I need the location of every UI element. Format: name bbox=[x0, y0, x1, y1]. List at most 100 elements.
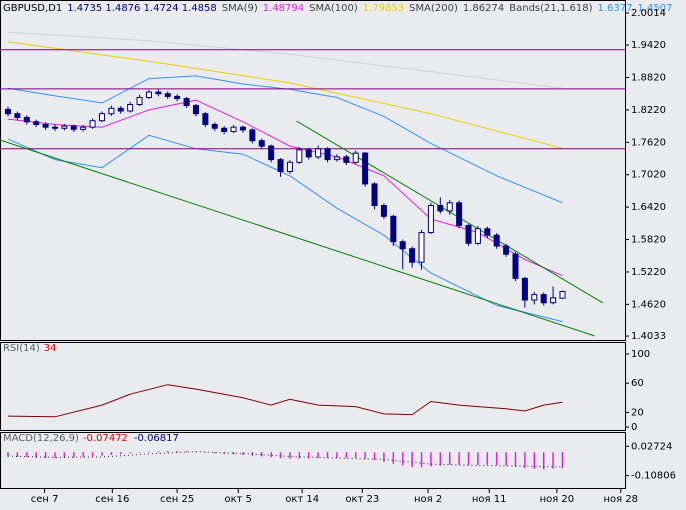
macd-bar bbox=[448, 452, 451, 465]
x-tick-label: ноя 11 bbox=[472, 494, 507, 505]
x-tick-label: сен 16 bbox=[95, 494, 129, 505]
candle-body bbox=[230, 126, 237, 133]
main-pane bbox=[0, 0, 626, 341]
candle-body bbox=[174, 95, 181, 100]
macd-bar bbox=[214, 452, 216, 454]
candle-body bbox=[418, 232, 425, 263]
header-item: GBPUSD,D1 bbox=[3, 3, 62, 14]
macd-bar bbox=[54, 452, 56, 459]
candle-body bbox=[324, 148, 331, 161]
candle-body bbox=[493, 234, 500, 247]
macd-bar bbox=[430, 452, 432, 467]
macd-signal-value: -0.06817 bbox=[134, 433, 179, 444]
trend-line bbox=[0, 139, 595, 337]
candle-body bbox=[136, 96, 143, 106]
candle-body bbox=[315, 148, 322, 158]
header-item: Bands(21,1.618) bbox=[509, 3, 592, 14]
macd-bar bbox=[73, 452, 75, 458]
macd-bar bbox=[354, 452, 357, 458]
macd-bar bbox=[129, 452, 131, 454]
macd-bar bbox=[289, 452, 291, 459]
candle-body bbox=[4, 108, 11, 115]
candle-body bbox=[221, 127, 228, 133]
candle-body bbox=[343, 156, 350, 163]
macd-bar bbox=[392, 452, 395, 464]
header-item: 1.6377 bbox=[597, 3, 632, 14]
candle-body bbox=[427, 205, 434, 234]
y-tick-label: 1.4620 bbox=[631, 299, 666, 310]
candle-body bbox=[465, 224, 472, 244]
macd-bar bbox=[167, 450, 169, 453]
header-item: 1.79853 bbox=[363, 3, 404, 14]
macd-bar bbox=[495, 452, 498, 466]
candle-body bbox=[333, 156, 340, 161]
indicator-line bbox=[7, 31, 563, 89]
candle-body bbox=[380, 205, 387, 217]
macd-bar bbox=[270, 452, 272, 458]
macd-bar bbox=[242, 452, 244, 456]
candle-body bbox=[371, 183, 378, 207]
macd-bar bbox=[486, 452, 489, 465]
y-tick-label: 1.8220 bbox=[631, 105, 666, 116]
candle-body bbox=[98, 113, 105, 122]
macd-bar bbox=[63, 452, 66, 458]
candle-body bbox=[80, 126, 87, 130]
candle-body bbox=[258, 140, 265, 147]
candle-body bbox=[70, 125, 77, 130]
macd-pane bbox=[0, 432, 626, 489]
macd-tick-label: -0.10806 bbox=[631, 471, 676, 482]
macd-bar bbox=[204, 452, 207, 453]
x-tick-label: сен 25 bbox=[160, 494, 194, 505]
header-item: SMA(9) bbox=[222, 3, 258, 14]
candle-body bbox=[192, 105, 199, 115]
macd-bar bbox=[317, 452, 319, 459]
macd-bar bbox=[477, 452, 479, 466]
indicator-line bbox=[7, 41, 563, 149]
x-tick-label: окт 23 bbox=[345, 494, 379, 505]
candle-body bbox=[399, 241, 406, 250]
rsi-label: RSI(14) 34 bbox=[3, 343, 57, 354]
candle-body bbox=[512, 253, 519, 279]
macd-bar bbox=[120, 452, 122, 455]
candle-body bbox=[108, 107, 115, 115]
candle-body bbox=[183, 98, 190, 107]
candle-body bbox=[164, 93, 171, 97]
macd-bar bbox=[411, 452, 413, 467]
header-item: 1.4507 bbox=[637, 3, 672, 14]
y-tick-label: 1.9420 bbox=[631, 40, 666, 51]
macd-bar bbox=[44, 452, 47, 459]
y-tick-label: 1.8820 bbox=[631, 73, 666, 84]
macd-bar bbox=[514, 452, 517, 467]
candle-body bbox=[352, 152, 359, 163]
rsi-name: RSI(14) bbox=[3, 343, 40, 354]
macd-bar bbox=[176, 450, 178, 453]
macd-bar bbox=[232, 452, 235, 455]
macd-bar bbox=[91, 452, 94, 457]
macd-bar bbox=[364, 452, 366, 459]
rsi-pane bbox=[0, 342, 626, 431]
candle-body bbox=[446, 202, 453, 212]
candle-body bbox=[42, 123, 49, 128]
macd-bar bbox=[35, 452, 37, 458]
candle-body bbox=[550, 297, 557, 304]
macd-bar bbox=[505, 452, 507, 466]
macd-bar bbox=[439, 452, 442, 466]
header-item: 1.86274 bbox=[463, 3, 504, 14]
header-item: SMA(100) bbox=[309, 3, 358, 14]
macd-bar bbox=[533, 452, 536, 469]
candle-body bbox=[437, 205, 444, 212]
macd-bar bbox=[279, 452, 282, 459]
macd-bar bbox=[373, 452, 376, 461]
candle-body bbox=[362, 152, 369, 185]
y-tick-label: 1.6420 bbox=[631, 202, 666, 213]
macd-bar bbox=[345, 452, 348, 459]
macd-bar bbox=[542, 452, 545, 470]
candle-body bbox=[23, 116, 30, 123]
rsi-line bbox=[7, 384, 563, 418]
macd-bar bbox=[298, 452, 301, 459]
candle-body bbox=[305, 149, 312, 158]
x-tick-label: ноя 20 bbox=[540, 494, 575, 505]
y-tick-label: 1.7620 bbox=[631, 137, 666, 148]
rsi-tick-label: 60 bbox=[631, 378, 644, 389]
